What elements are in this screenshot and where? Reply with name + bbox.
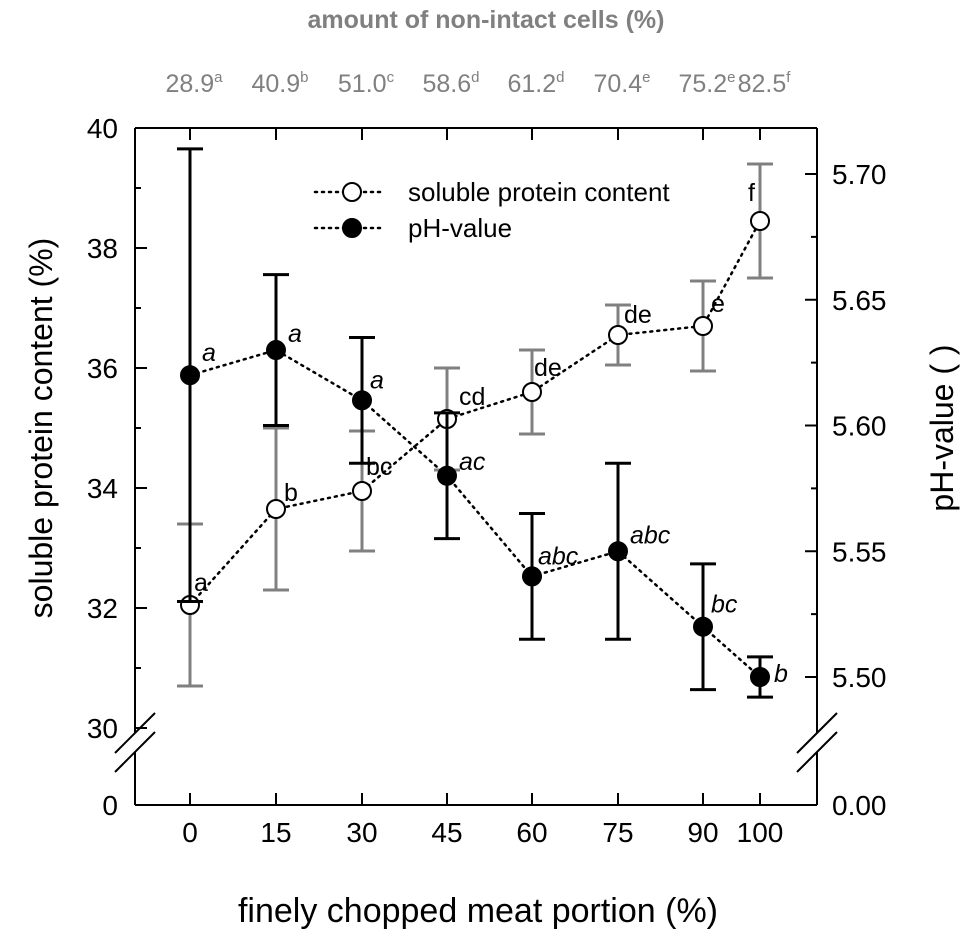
- top-axis-value-letter: a: [214, 69, 223, 86]
- top-axis-value-letter: b: [300, 69, 308, 86]
- y-left-tick-label: 34: [87, 473, 118, 504]
- series-soluble-protein: a b bc cd de de e f: [177, 162, 773, 688]
- data-point-open: [352, 481, 372, 501]
- data-point-filled: [266, 340, 286, 361]
- legend-label: soluble protein content: [408, 177, 670, 207]
- top-axis-values: 28.9a 40.9b 51.0c 58.6d 61.2d 70.4e 75.2e 82.5f: [165, 69, 791, 98]
- top-axis-value: 82.5f: [738, 69, 792, 98]
- significance-label: de: [534, 354, 562, 382]
- top-axis-value: 51.0c: [338, 69, 395, 98]
- significance-label: de: [624, 301, 652, 329]
- axis-break-right-2: [796, 731, 838, 773]
- axis-ticks: 30 32 34 36 38 40 0 5.50 5.55 5.60 5.65 5.70 0.00 0 15…: [87, 113, 887, 848]
- data-point-open: [522, 382, 542, 402]
- top-axis-value-letter: f: [786, 69, 791, 86]
- y-left-tick-label: 40: [87, 113, 118, 144]
- x-tick-label: 15: [260, 817, 291, 848]
- significance-label: e: [711, 290, 725, 318]
- y-right-tick-label: 5.55: [832, 536, 887, 567]
- data-point-filled: [180, 365, 200, 386]
- y-left-break-label: 0: [102, 790, 118, 821]
- x-tick-label: 0: [182, 817, 198, 848]
- data-point-filled: [352, 390, 372, 411]
- x-tick-label: 100: [737, 817, 784, 848]
- significance-label: abc: [630, 521, 671, 549]
- significance-label: ac: [459, 448, 486, 476]
- top-axis-value-letter: e: [642, 69, 650, 86]
- top-axis-value: 28.9a: [165, 69, 223, 98]
- top-axis-value-number: 70.4: [593, 70, 642, 98]
- data-point-filled: [522, 566, 542, 587]
- legend-marker: [342, 182, 362, 202]
- y-axis-title-right: pH-value ( ): [924, 344, 960, 511]
- y-right-tick-label: 5.50: [832, 662, 887, 693]
- data-point-filled: [437, 465, 457, 486]
- top-axis-value: 61.2d: [507, 69, 564, 98]
- legend-marker: [342, 218, 362, 238]
- series-line: [188, 219, 762, 607]
- data-point-filled: [750, 667, 770, 687]
- series-line: [188, 348, 762, 679]
- top-axis-value-number: 75.2: [678, 70, 727, 98]
- top-axis-value-number: 40.9: [251, 70, 300, 98]
- y-left-tick-label: 30: [87, 713, 118, 744]
- significance-label: bc: [366, 453, 392, 481]
- x-tick-label: 75: [602, 817, 633, 848]
- significance-label: a: [194, 569, 208, 597]
- top-axis-value-number: 51.0: [338, 70, 387, 98]
- significance-label: cd: [459, 383, 485, 411]
- top-axis-value-number: 82.5: [738, 70, 787, 98]
- x-axis-title: finely chopped meat portion (%): [238, 892, 718, 930]
- y-right-tick-label: 5.70: [832, 159, 887, 190]
- top-axis-value: 70.4e: [593, 69, 650, 98]
- top-axis-value-letter: e: [727, 69, 735, 86]
- data-point-open: [266, 499, 286, 519]
- y-right-tick-label: 5.60: [832, 411, 887, 442]
- top-axis-value: 40.9b: [251, 69, 308, 98]
- data-point-filled: [693, 616, 713, 637]
- significance-label: a: [202, 339, 216, 367]
- data-point-open: [608, 325, 628, 345]
- data-point-open: [693, 316, 713, 336]
- top-axis-value: 58.6d: [422, 69, 479, 98]
- axis-break-right-1: [796, 712, 838, 754]
- top-axis-value-letter: d: [471, 69, 479, 86]
- top-axis-value-letter: c: [387, 69, 395, 86]
- top-axis-value-number: 58.6: [422, 70, 471, 98]
- x-tick-label: 45: [431, 817, 462, 848]
- top-axis-value-number: 61.2: [507, 70, 556, 98]
- y-left-tick-label: 36: [87, 353, 118, 384]
- top-axis-value: 75.2e: [678, 69, 735, 98]
- x-tick-label: 30: [346, 817, 377, 848]
- significance-label: b: [774, 660, 788, 688]
- y-left-tick-label: 32: [87, 593, 118, 624]
- axis-break-left-1: [114, 712, 156, 754]
- x-tick-label: 90: [687, 817, 718, 848]
- significance-label: b: [284, 479, 298, 507]
- y-right-tick-label: 5.65: [832, 285, 887, 316]
- significance-label: bc: [711, 591, 738, 619]
- y-axis-title-left: soluble protein content (%): [23, 238, 59, 619]
- legend-label: pH-value: [408, 213, 512, 243]
- top-axis-title: amount of non-intact cells (%): [308, 6, 665, 34]
- data-point-filled: [608, 541, 628, 562]
- axis-break-left-2: [114, 731, 156, 773]
- legend: soluble protein content pH-value: [313, 177, 670, 243]
- significance-label: a: [288, 320, 302, 348]
- x-tick-label: 60: [516, 817, 547, 848]
- significance-label: a: [370, 366, 384, 394]
- y-right-break-label: 0.00: [832, 790, 887, 821]
- data-point-open: [750, 211, 770, 231]
- top-axis-value-letter: d: [556, 69, 564, 86]
- top-axis-value-number: 28.9: [165, 70, 214, 98]
- significance-label: f: [748, 179, 755, 207]
- y-left-tick-label: 38: [87, 233, 118, 264]
- significance-label: abc: [538, 542, 579, 570]
